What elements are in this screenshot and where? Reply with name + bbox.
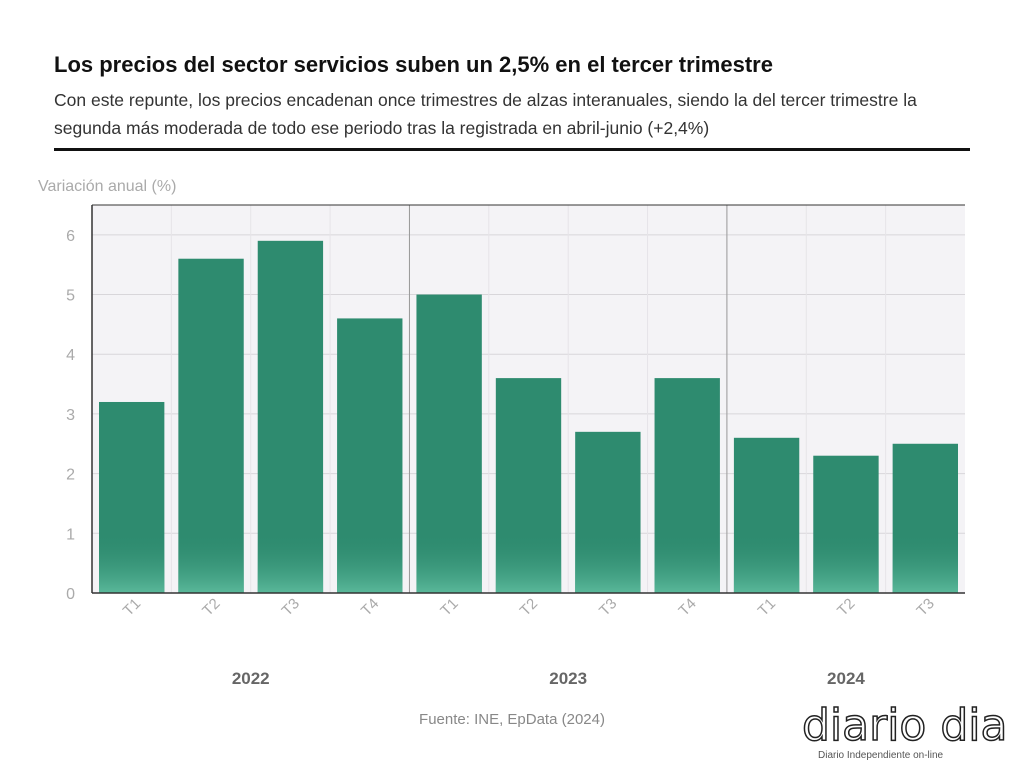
source-note: Fuente: INE, EpData (2024)	[419, 711, 605, 728]
bar-highlight	[99, 533, 165, 593]
x-tick-label: T3	[279, 595, 303, 619]
y-tick-label: 4	[66, 347, 75, 364]
x-tick-label: T3	[596, 595, 620, 619]
x-tick-label: T2	[199, 595, 223, 619]
y-tick-label: 3	[66, 407, 75, 424]
x-tick-label: T2	[834, 595, 858, 619]
bar-highlight	[495, 533, 562, 593]
bar-highlight	[416, 533, 482, 593]
bar-highlight	[733, 533, 800, 593]
bar-highlight	[337, 533, 403, 593]
x-tick-label: T2	[517, 595, 541, 619]
x-tick-label: T1	[755, 595, 779, 619]
x-tick-label: T1	[120, 595, 144, 619]
chart-subtitle: Con este repunte, los precios encadenan …	[54, 90, 917, 138]
diario-dia-logo: diario dia Diario Independiente on-line	[801, 699, 1008, 761]
x-tick-label: T4	[358, 595, 382, 619]
y-tick-label: 1	[66, 526, 75, 543]
bar-highlight	[654, 533, 720, 593]
x-tick-label: T4	[675, 595, 699, 619]
year-label: 2024	[827, 669, 865, 688]
year-label: 2023	[549, 669, 587, 688]
bar-highlight	[178, 533, 244, 593]
y-tick-label: 5	[66, 288, 75, 305]
y-tick-label: 6	[66, 228, 75, 245]
bar-highlight	[575, 533, 641, 593]
divider	[54, 148, 970, 151]
bar-highlight	[257, 533, 324, 593]
chart-title: Los precios del sector servicios suben u…	[54, 52, 773, 77]
y-axis-label: Variación anual (%)	[38, 178, 177, 195]
y-tick-label: 0	[66, 586, 75, 603]
bar-highlight	[813, 533, 879, 593]
year-label: 2022	[232, 669, 270, 688]
x-tick-label: T3	[913, 595, 937, 619]
svg-text:Diario Independiente on-line: Diario Independiente on-line	[818, 750, 944, 761]
y-tick-label: 2	[66, 467, 75, 484]
bar-highlight	[892, 533, 958, 593]
x-tick-label: T1	[437, 595, 461, 619]
svg-text:diario dia: diario dia	[802, 700, 1007, 751]
